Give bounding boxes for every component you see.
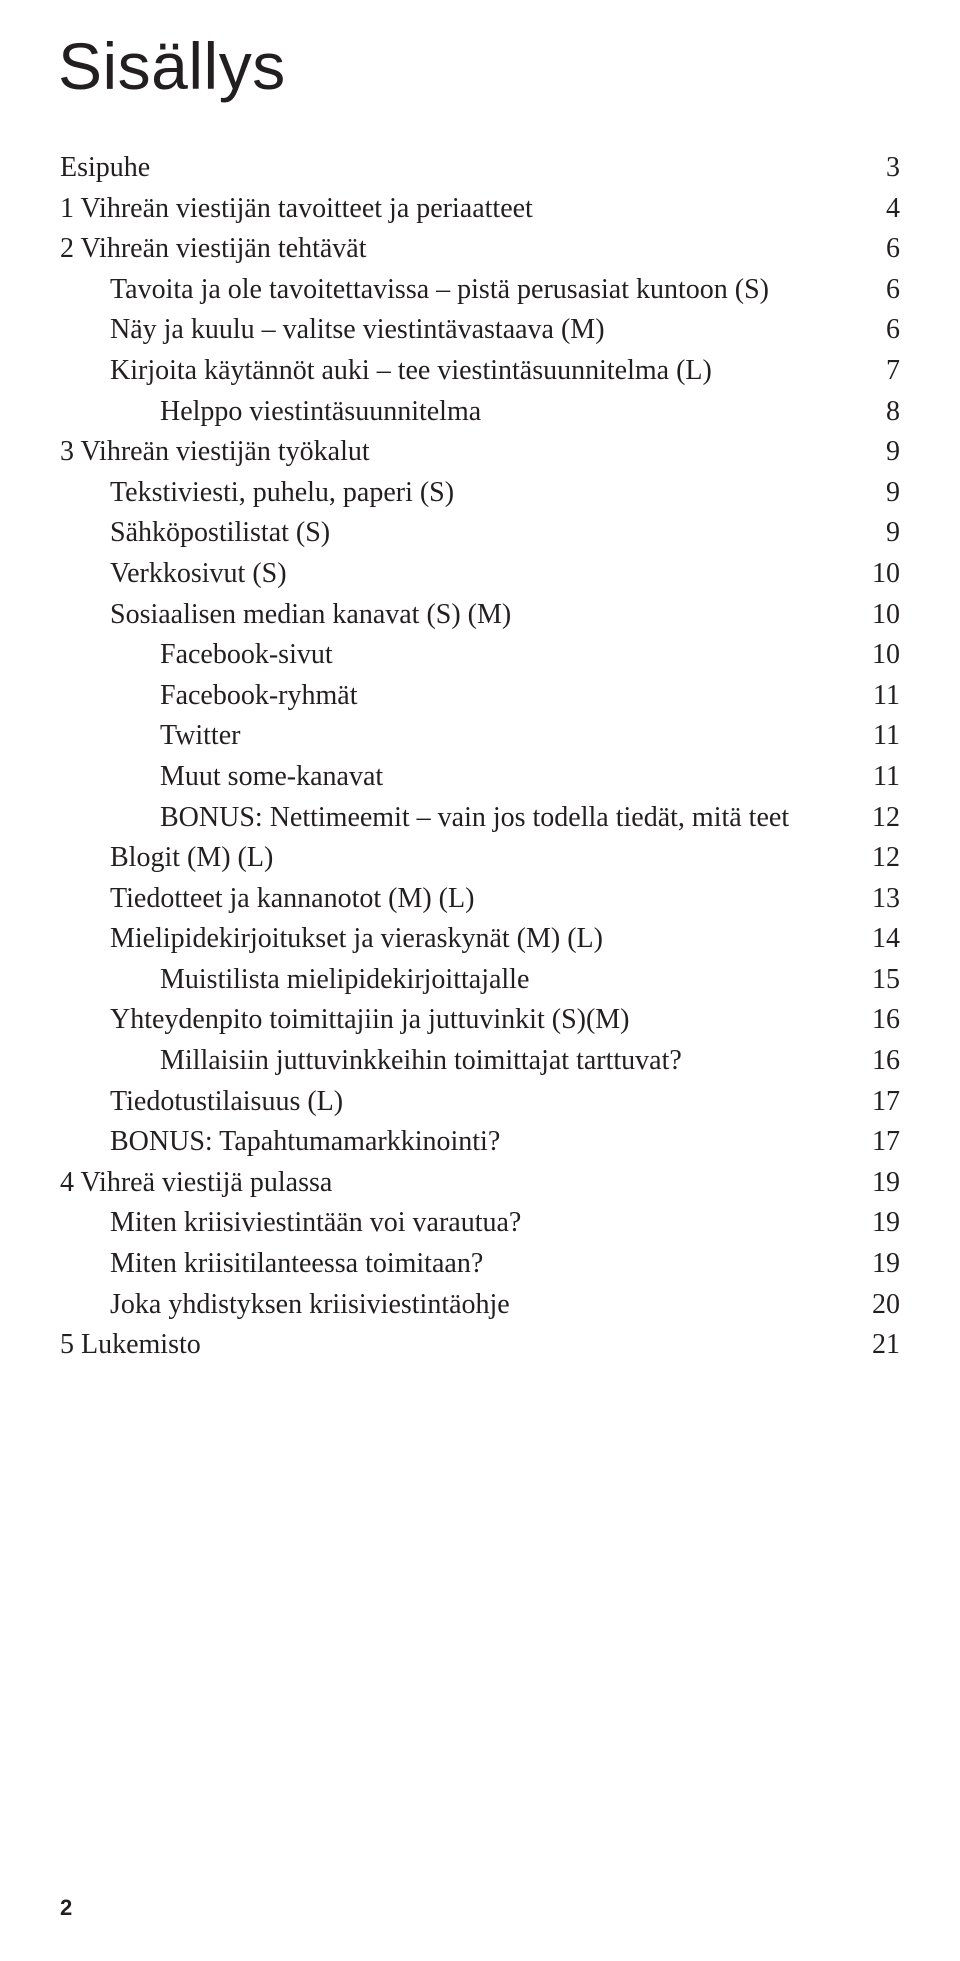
- table-of-contents: Esipuhe31 Vihreän viestijän tavoitteet j…: [60, 148, 900, 1366]
- toc-entry-page: 21: [852, 1325, 900, 1366]
- toc-entry-page: 11: [853, 676, 900, 717]
- toc-entry-page: 12: [852, 838, 900, 879]
- toc-row: Facebook-sivut10: [60, 635, 900, 676]
- toc-entry-label: Miten kriisitilanteessa toimitaan?: [110, 1244, 852, 1285]
- toc-entry-page: 6: [860, 270, 900, 311]
- toc-entry-page: 4: [860, 189, 900, 230]
- toc-row: Miten kriisitilanteessa toimitaan?19: [60, 1244, 900, 1285]
- toc-entry-label: Sosiaalisen median kanavat (S) (M): [110, 595, 852, 636]
- toc-row: 3 Vihreän viestijän työkalut9: [60, 432, 900, 473]
- toc-entry-page: 10: [852, 635, 900, 676]
- toc-entry-page: 20: [852, 1285, 900, 1326]
- document-page: Sisällys Esipuhe31 Vihreän viestijän tav…: [0, 0, 960, 1961]
- toc-row: Yhteydenpito toimittajiin ja juttuvinkit…: [60, 1000, 900, 1041]
- toc-entry-label: BONUS: Nettimeemit – vain jos todella ti…: [160, 798, 852, 839]
- toc-entry-label: 3 Vihreän viestijän työkalut: [60, 432, 860, 473]
- toc-row: Millaisiin juttuvinkkeihin toimittajat t…: [60, 1041, 900, 1082]
- toc-entry-page: 15: [852, 960, 900, 1001]
- toc-entry-page: 19: [852, 1244, 900, 1285]
- toc-entry-page: 9: [860, 473, 900, 514]
- toc-entry-label: Twitter: [160, 716, 853, 757]
- toc-entry-label: Millaisiin juttuvinkkeihin toimittajat t…: [160, 1041, 852, 1082]
- toc-entry-label: 1 Vihreän viestijän tavoitteet ja periaa…: [60, 189, 860, 230]
- toc-entry-label: Helppo viestintäsuunnitelma: [160, 392, 860, 433]
- toc-entry-label: BONUS: Tapahtumamarkkinointi?: [110, 1122, 852, 1163]
- toc-entry-page: 3: [860, 148, 900, 189]
- toc-entry-label: 4 Vihreä viestijä pulassa: [60, 1163, 852, 1204]
- toc-row: Tiedotteet ja kannanotot (M) (L)13: [60, 879, 900, 920]
- toc-row: Esipuhe3: [60, 148, 900, 189]
- toc-row: 5 Lukemisto21: [60, 1325, 900, 1366]
- toc-entry-label: Tiedotteet ja kannanotot (M) (L): [110, 879, 852, 920]
- toc-entry-page: 13: [852, 879, 900, 920]
- toc-entry-label: Muut some-kanavat: [160, 757, 853, 798]
- toc-entry-label: Kirjoita käytännöt auki – tee viestintäs…: [110, 351, 860, 392]
- toc-entry-page: 14: [852, 919, 900, 960]
- toc-row: Sosiaalisen median kanavat (S) (M)10: [60, 595, 900, 636]
- toc-entry-label: 5 Lukemisto: [60, 1325, 852, 1366]
- toc-entry-label: Joka yhdistyksen kriisiviestintäohje: [110, 1285, 852, 1326]
- toc-entry-page: 16: [852, 1041, 900, 1082]
- toc-row: 2 Vihreän viestijän tehtävät6: [60, 229, 900, 270]
- toc-entry-label: Verkkosivut (S): [110, 554, 852, 595]
- toc-row: Verkkosivut (S)10: [60, 554, 900, 595]
- toc-entry-label: Tekstiviesti, puhelu, paperi (S): [110, 473, 860, 514]
- toc-entry-page: 16: [852, 1000, 900, 1041]
- toc-entry-label: Blogit (M) (L): [110, 838, 852, 879]
- toc-row: Miten kriisiviestintään voi varautua?19: [60, 1203, 900, 1244]
- toc-row: Twitter11: [60, 716, 900, 757]
- toc-entry-label: Muistilista mielipidekirjoittajalle: [160, 960, 852, 1001]
- toc-row: Blogit (M) (L)12: [60, 838, 900, 879]
- toc-entry-label: Sähköpostilistat (S): [110, 513, 860, 554]
- toc-row: Helppo viestintäsuunnitelma8: [60, 392, 900, 433]
- toc-entry-page: 17: [852, 1082, 900, 1123]
- toc-entry-label: Tiedotustilaisuus (L): [110, 1082, 852, 1123]
- toc-row: Joka yhdistyksen kriisiviestintäohje20: [60, 1285, 900, 1326]
- toc-entry-label: Näy ja kuulu – valitse viestintävastaava…: [110, 310, 860, 351]
- toc-entry-label: Facebook-sivut: [160, 635, 852, 676]
- toc-row: Muistilista mielipidekirjoittajalle15: [60, 960, 900, 1001]
- page-number: 2: [60, 1895, 72, 1921]
- toc-entry-page: 17: [852, 1122, 900, 1163]
- toc-entry-page: 10: [852, 595, 900, 636]
- toc-row: 1 Vihreän viestijän tavoitteet ja periaa…: [60, 189, 900, 230]
- toc-entry-page: 7: [860, 351, 900, 392]
- toc-entry-page: 12: [852, 798, 900, 839]
- toc-row: Kirjoita käytännöt auki – tee viestintäs…: [60, 351, 900, 392]
- toc-row: Facebook-ryhmät11: [60, 676, 900, 717]
- toc-entry-label: Mielipidekirjoitukset ja vieraskynät (M)…: [110, 919, 852, 960]
- toc-entry-page: 8: [860, 392, 900, 433]
- toc-entry-page: 19: [852, 1163, 900, 1204]
- toc-row: Mielipidekirjoitukset ja vieraskynät (M)…: [60, 919, 900, 960]
- toc-entry-label: Tavoita ja ole tavoitettavissa – pistä p…: [110, 270, 860, 311]
- page-title: Sisällys: [58, 28, 900, 104]
- toc-row: Muut some-kanavat11: [60, 757, 900, 798]
- toc-row: Tekstiviesti, puhelu, paperi (S)9: [60, 473, 900, 514]
- toc-entry-label: Yhteydenpito toimittajiin ja juttuvinkit…: [110, 1000, 852, 1041]
- toc-row: Sähköpostilistat (S)9: [60, 513, 900, 554]
- toc-entry-page: 11: [853, 757, 900, 798]
- toc-entry-page: 9: [860, 432, 900, 473]
- toc-entry-page: 6: [860, 229, 900, 270]
- toc-entry-page: 11: [853, 716, 900, 757]
- toc-row: BONUS: Tapahtumamarkkinointi?17: [60, 1122, 900, 1163]
- toc-entry-label: Esipuhe: [60, 148, 860, 189]
- toc-entry-page: 19: [852, 1203, 900, 1244]
- toc-row: Tavoita ja ole tavoitettavissa – pistä p…: [60, 270, 900, 311]
- toc-entry-page: 6: [860, 310, 900, 351]
- toc-row: Tiedotustilaisuus (L)17: [60, 1082, 900, 1123]
- toc-entry-page: 9: [860, 513, 900, 554]
- toc-row: Näy ja kuulu – valitse viestintävastaava…: [60, 310, 900, 351]
- toc-row: BONUS: Nettimeemit – vain jos todella ti…: [60, 798, 900, 839]
- toc-entry-label: Miten kriisiviestintään voi varautua?: [110, 1203, 852, 1244]
- toc-entry-label: 2 Vihreän viestijän tehtävät: [60, 229, 860, 270]
- toc-row: 4 Vihreä viestijä pulassa19: [60, 1163, 900, 1204]
- toc-entry-page: 10: [852, 554, 900, 595]
- toc-entry-label: Facebook-ryhmät: [160, 676, 853, 717]
